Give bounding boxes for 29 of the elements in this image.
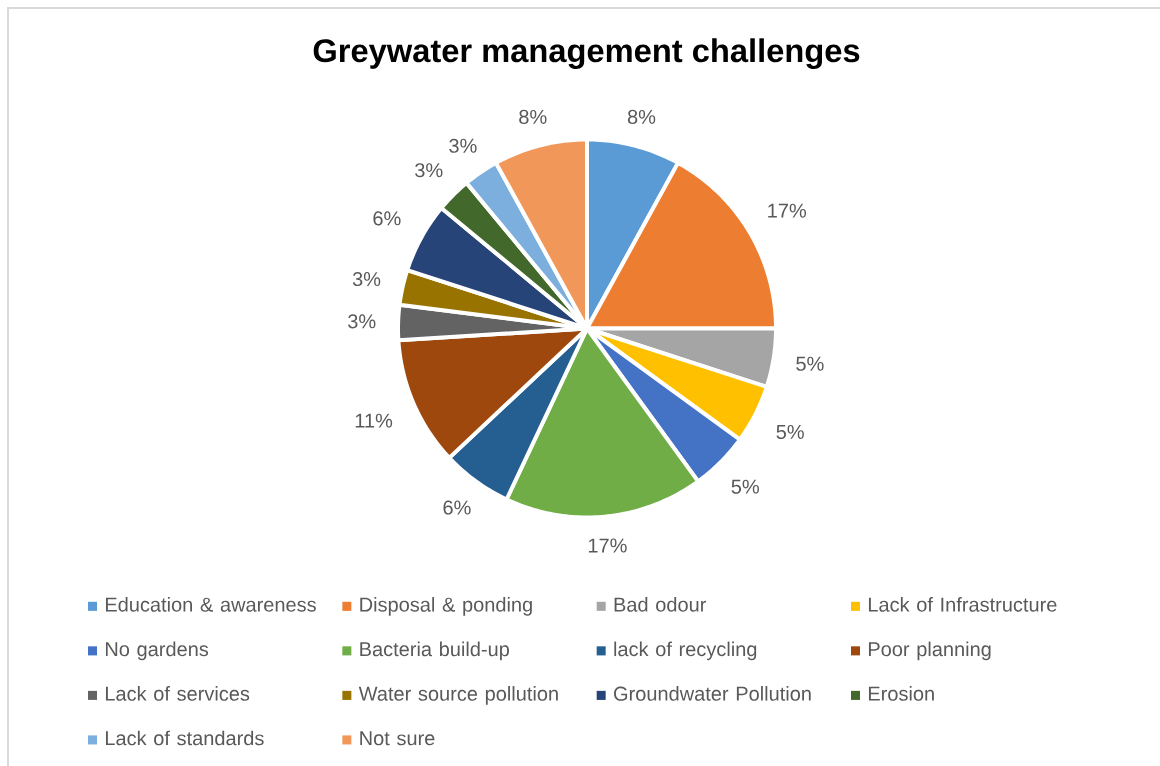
- legend-label: Erosion: [868, 686, 934, 701]
- legend-label: Water source pollution: [358, 686, 558, 705]
- data-label: 5%: [796, 356, 824, 371]
- legend-label: Lack of Infrastructure: [868, 597, 1057, 612]
- legend-label: Not sure: [360, 731, 435, 746]
- data-label: 6%: [373, 211, 401, 226]
- legend-label: Disposal & ponding: [360, 597, 532, 616]
- data-label: 3%: [352, 271, 381, 287]
- data-label: 5%: [776, 424, 804, 440]
- chart-title: Greywater management challenges: [313, 38, 860, 69]
- legend-label: No gardens: [105, 641, 209, 661]
- legend-label: Bacteria build-up: [360, 641, 509, 661]
- legend-label: Poor planning: [868, 641, 991, 661]
- legend-label: Groundwater Pollution: [614, 686, 811, 701]
- data-label: 3%: [348, 314, 376, 329]
- legend-label: Lack of services: [105, 686, 250, 701]
- data-label: 17%: [588, 538, 627, 553]
- data-label: 8%: [519, 109, 547, 124]
- data-label: 3%: [415, 163, 443, 178]
- data-label: 6%: [443, 500, 471, 515]
- data-label: 3%: [449, 138, 477, 153]
- data-label: 11%: [355, 413, 393, 428]
- data-label: 5%: [731, 479, 759, 494]
- legend-label: Bad odour: [614, 597, 707, 612]
- data-label: 17%: [768, 203, 807, 218]
- legend-label: lack of recycling: [614, 641, 757, 661]
- data-label: 8%: [627, 109, 656, 124]
- legend-label: Education & awareness: [105, 597, 316, 612]
- legend-label: Lack of standards: [105, 730, 264, 746]
